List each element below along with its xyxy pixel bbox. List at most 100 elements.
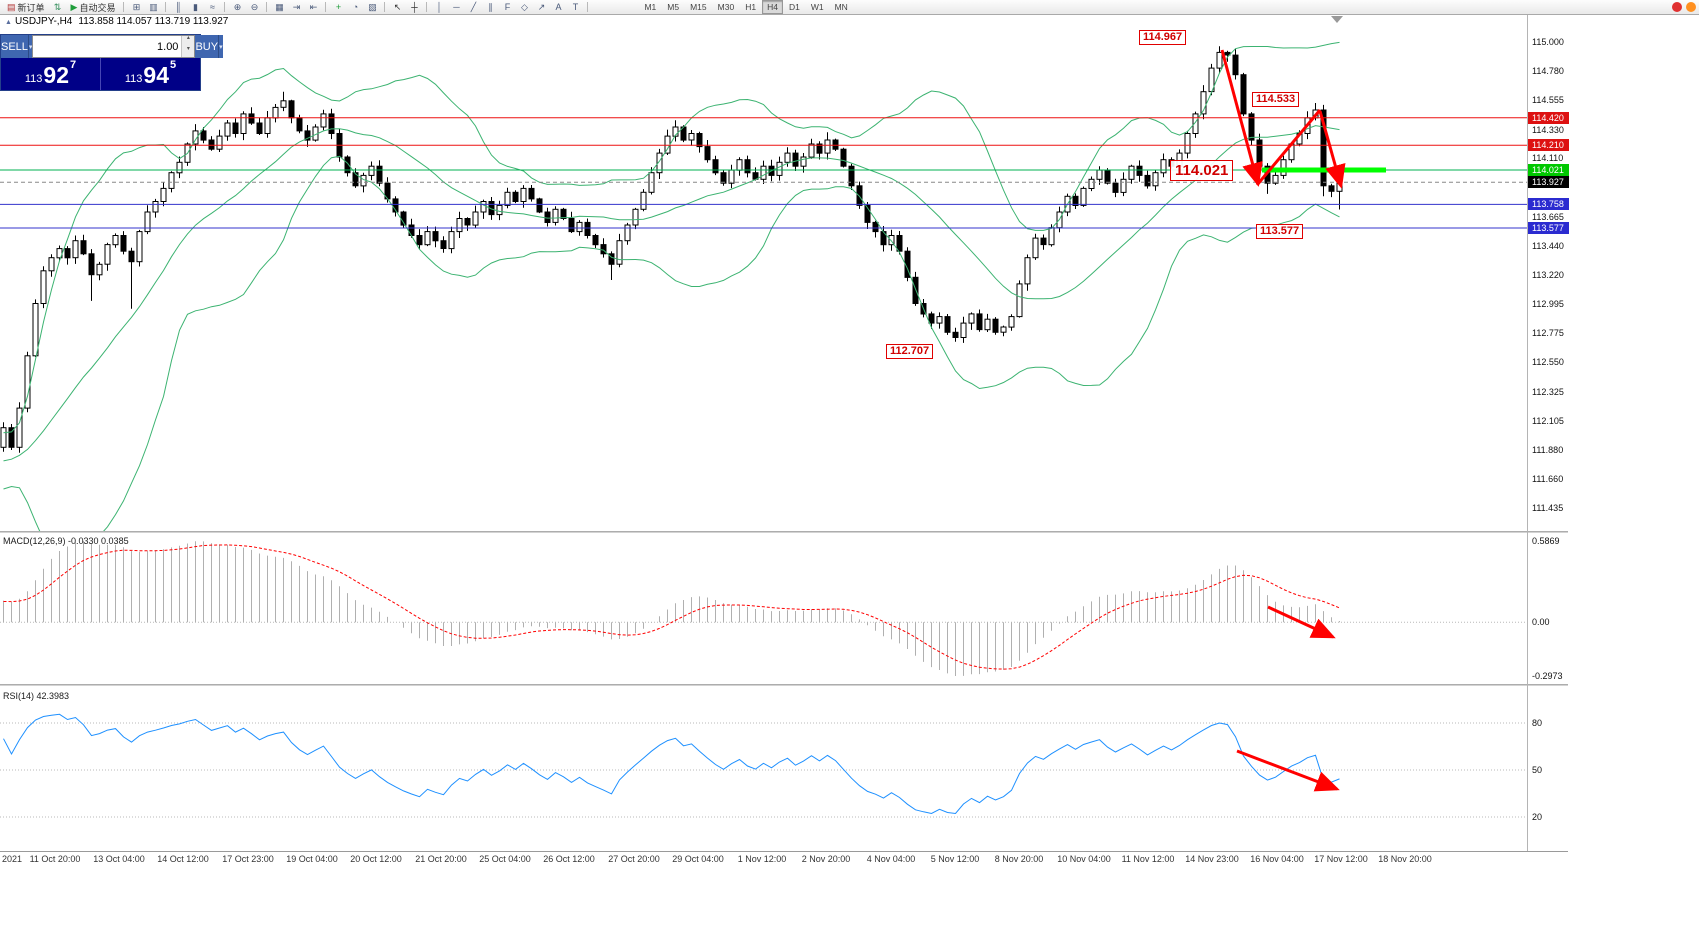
time-axis-label: 2 Nov 20:00 (801, 854, 851, 864)
candle (352, 168, 359, 188)
right-axis-column[interactable]: 115.000 114.780 114.555 114.330 114.110 113.6… (1528, 14, 1569, 851)
candle (1008, 314, 1015, 331)
timeframe-button-m5[interactable]: M5 (667, 2, 680, 12)
candle (872, 220, 879, 238)
new-chart-icon[interactable]: ⊞ (132, 2, 141, 12)
candle (984, 313, 991, 332)
sell-button[interactable]: SELL (1, 35, 28, 58)
candle (224, 120, 231, 141)
buy-price-button[interactable]: 113 94 5 (101, 58, 200, 90)
candle (992, 317, 999, 335)
timeframe-button-d1[interactable]: D1 (788, 2, 800, 12)
volume-input[interactable] (33, 36, 182, 57)
channel-icon[interactable]: ∥ (488, 2, 493, 12)
candle (72, 235, 79, 264)
candlestick-chart-icon[interactable]: ▮ (192, 2, 198, 12)
price-annotation[interactable]: 114.021 (1170, 160, 1234, 181)
price-annotation[interactable]: 114.967 (1139, 30, 1187, 45)
toolbar-right-icons (1672, 2, 1699, 12)
price-annotation[interactable]: 112.707 (886, 344, 934, 359)
candle (544, 207, 551, 227)
time-axis[interactable]: 8 Oct 2021 11 Oct 20:00 13 Oct 04:00 14 Oct… (0, 852, 1568, 866)
candle (48, 254, 55, 277)
market-watch-icon[interactable]: ⇅ (53, 2, 62, 12)
candle (864, 202, 871, 229)
crosshair-icon[interactable]: ┼ (411, 2, 418, 12)
rsi-axis-label: 80 (1532, 718, 1543, 728)
buy-dropdown-icon[interactable]: ▾ (218, 35, 223, 58)
auto-scroll-icon[interactable]: ⇥ (292, 2, 301, 12)
buy-button[interactable]: BUY (195, 35, 219, 58)
candle (1240, 72, 1247, 117)
candle (1256, 133, 1263, 173)
vertical-line-icon[interactable]: │ (436, 2, 443, 12)
zoom-out-icon[interactable]: ⊖ (250, 2, 259, 12)
timeframe-button-h4[interactable]: H4 (762, 0, 783, 14)
timeframe-button-m1[interactable]: M1 (644, 2, 657, 12)
candle (168, 171, 175, 193)
timeframe-button-w1[interactable]: W1 (810, 2, 824, 12)
volume-increase-button[interactable]: ▴ (182, 35, 195, 47)
candle (208, 136, 215, 151)
candle (1040, 234, 1047, 250)
trendline-icon[interactable]: ╱ (470, 2, 477, 12)
templates-icon[interactable]: ▧ (368, 2, 377, 12)
candle (480, 199, 487, 219)
bar-chart-icon[interactable]: ║ (175, 2, 182, 12)
time-axis-label: 19 Oct 04:00 (286, 854, 338, 864)
timeframe-button-m15[interactable]: M15 (690, 2, 707, 12)
shapes-icon[interactable]: ◇ (521, 2, 528, 12)
zoom-in-icon[interactable]: ⊕ (233, 2, 242, 12)
candle (152, 198, 159, 218)
price-axis-label: 113.220 (1532, 270, 1564, 280)
chart-symbol-period: USDJPY-,H4 (14, 16, 73, 27)
macd-canvas[interactable] (0, 533, 1527, 684)
price-axis-label: 114.110 (1532, 153, 1564, 163)
candle (760, 160, 767, 184)
timeframe-button-m30[interactable]: M30 (717, 2, 735, 12)
new-order-button-label: 新订单 (17, 2, 45, 13)
periods-icon[interactable]: ◔ (352, 2, 359, 12)
rsi-axis-label: 20 (1532, 812, 1543, 822)
fibonacci-icon[interactable]: F (504, 2, 511, 12)
candle (552, 206, 559, 226)
cursor-icon[interactable]: ↖ (393, 2, 402, 12)
line-chart-icon[interactable]: ≈ (209, 2, 215, 12)
community-icon[interactable] (1686, 2, 1696, 12)
chart-shift-icon[interactable]: ⇤ (309, 2, 318, 12)
panel-separator[interactable] (0, 684, 1568, 686)
news-icon[interactable] (1672, 2, 1682, 12)
candle (536, 197, 543, 214)
arrows-icon[interactable]: ↗ (537, 2, 546, 12)
profiles-icon[interactable]: ▥ (149, 2, 158, 12)
volume-decrease-button[interactable]: ▾ (182, 46, 195, 57)
candle (968, 312, 975, 330)
horizontal-line-icon[interactable]: ─ (453, 2, 460, 12)
price-axis-label: 112.325 (1532, 387, 1564, 397)
one-click-collapse-icon[interactable]: ▲ (5, 19, 12, 26)
candle (720, 170, 727, 186)
timeframe-button-mn[interactable]: MN (834, 2, 848, 12)
auto-trading-button[interactable]: ▶ 自动交易 (67, 1, 120, 13)
tile-windows-icon[interactable]: ▦ (275, 2, 284, 12)
indicators-icon[interactable]: + (335, 2, 342, 12)
candle (392, 196, 399, 217)
timeframe-button-h1[interactable]: H1 (745, 2, 757, 12)
price-annotation[interactable]: 114.533 (1252, 92, 1300, 107)
text-icon[interactable]: A (555, 2, 562, 12)
text-label-icon[interactable]: T (572, 2, 579, 12)
candle (280, 91, 287, 112)
sell-dropdown-icon[interactable]: ▾ (27, 35, 33, 58)
rsi-canvas[interactable] (0, 686, 1527, 851)
sell-price-button[interactable]: 113 92 7 (1, 58, 100, 90)
candle (216, 129, 223, 152)
new-order-button[interactable]: ▤ 新订单 (3, 1, 49, 13)
price-axis-label: 112.995 (1532, 299, 1564, 309)
rsi-axis-label: 50 (1532, 765, 1543, 775)
candle (248, 107, 255, 125)
ask-price-big: 94 (143, 62, 169, 88)
time-axis-label: 1 Nov 12:00 (737, 854, 787, 864)
panel-separator[interactable] (0, 531, 1568, 533)
price-line-marker: 114.420 (1528, 112, 1569, 124)
price-annotation[interactable]: 113.577 (1256, 224, 1304, 239)
